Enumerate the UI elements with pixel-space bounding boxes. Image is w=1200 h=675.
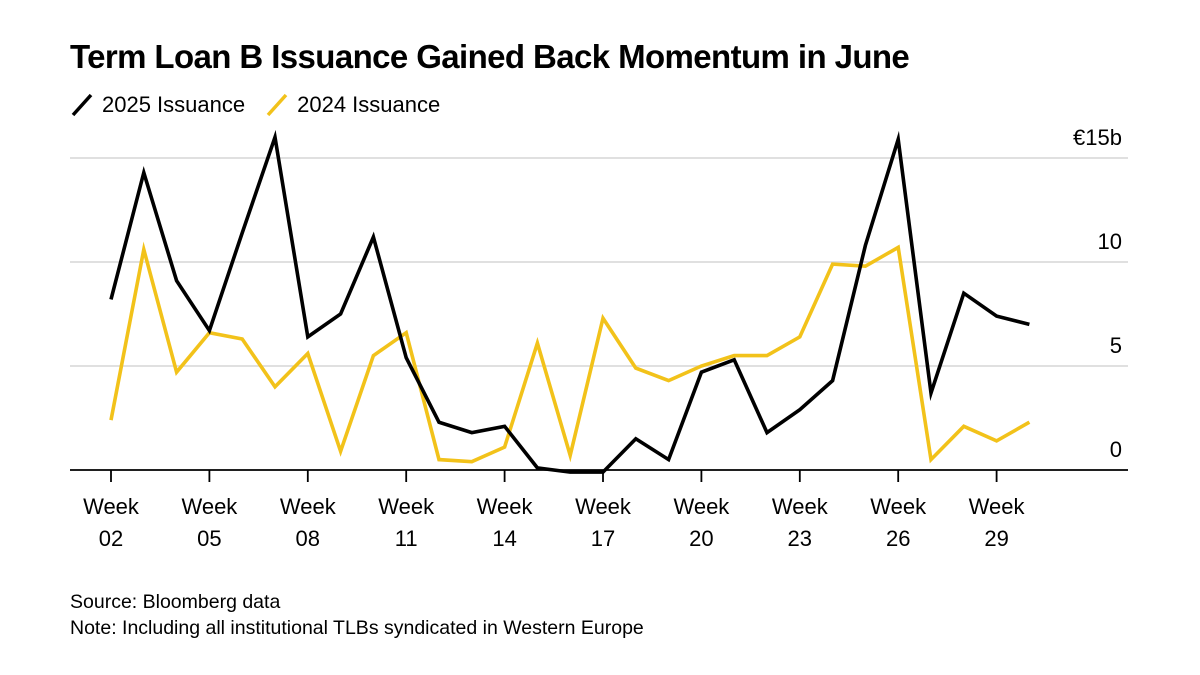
legend-swatch-2024 <box>266 93 288 117</box>
series-line-2025 <box>109 129 1030 474</box>
x-tick-label-week-14-line1: Week <box>477 494 534 519</box>
x-tick-label-week-20-line1: Week <box>673 494 730 519</box>
x-tick-label-week-02-line1: Week <box>83 494 140 519</box>
footnote: Note: Including all institutional TLBs s… <box>70 617 644 639</box>
legend-item-2025: 2025 Issuance <box>70 92 245 118</box>
legend-swatch-2025 <box>71 93 93 117</box>
y-tick-label-15: €15b <box>1073 125 1122 150</box>
y-tick-label-0: 0 <box>1110 437 1122 462</box>
x-tick-label-week-20-line2: 20 <box>689 526 713 551</box>
x-tick-label-week-26-line2: 26 <box>886 526 910 551</box>
legend-label-2024: 2024 Issuance <box>297 92 441 117</box>
x-tick-label-week-26-line1: Week <box>870 494 927 519</box>
x-tick-label-week-11-line1: Week <box>378 494 435 519</box>
x-tick-label-week-14-line2: 14 <box>492 526 516 551</box>
x-tick-label-week-11-line2: 11 <box>395 526 418 551</box>
x-tick-label-week-23-line1: Week <box>772 494 829 519</box>
y-tick-label-10: 10 <box>1098 229 1122 254</box>
x-tick-label-week-02-line2: 02 <box>99 526 123 551</box>
source-note: Source: Bloomberg data <box>70 591 281 613</box>
chart-title: Term Loan B Issuance Gained Back Momentu… <box>70 38 910 75</box>
legend-label-2025: 2025 Issuance <box>102 92 246 117</box>
x-tick-label-week-17-line2: 17 <box>591 526 615 551</box>
x-tick-label-week-05-line2: 05 <box>197 526 221 551</box>
x-tick-label-week-29-line2: 29 <box>984 526 1008 551</box>
series-line-2024 <box>109 241 1031 464</box>
y-tick-label-5: 5 <box>1110 333 1122 358</box>
x-tick-label-week-17-line1: Week <box>575 494 632 519</box>
x-tick-label-week-05-line1: Week <box>181 494 238 519</box>
x-tick-label-week-23-line2: 23 <box>788 526 812 551</box>
legend-item-2024: 2024 Issuance <box>265 92 440 118</box>
x-tick-label-week-29-line1: Week <box>969 494 1026 519</box>
x-tick-label-week-08-line1: Week <box>280 494 337 519</box>
x-tick-label-week-08-line2: 08 <box>296 526 320 551</box>
legend: 2025 Issuance 2024 Issuance <box>70 90 460 120</box>
